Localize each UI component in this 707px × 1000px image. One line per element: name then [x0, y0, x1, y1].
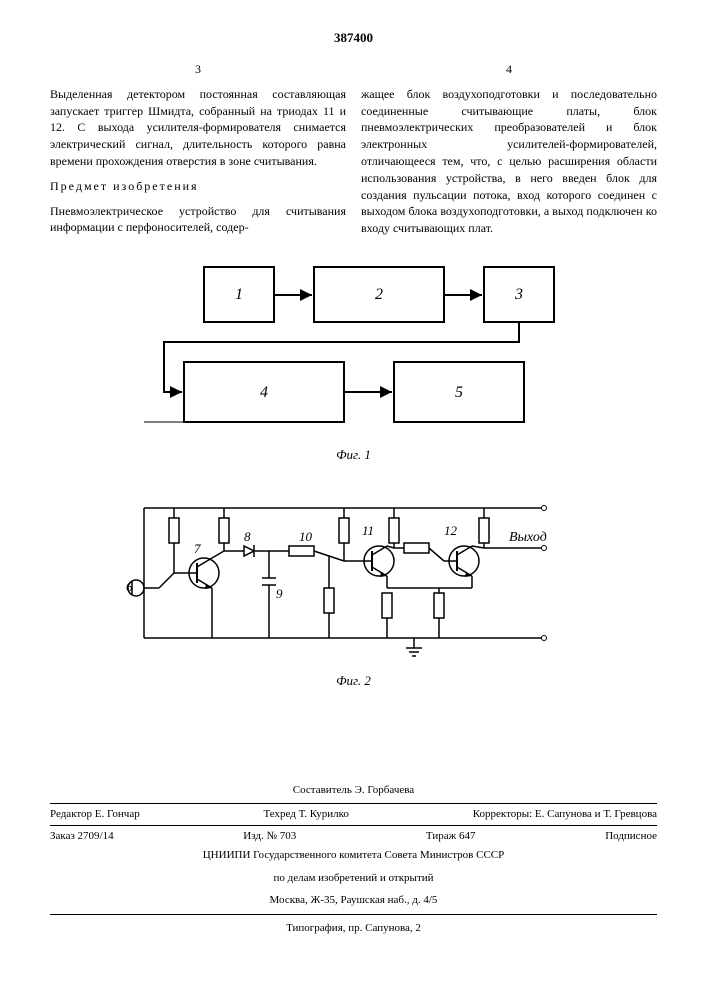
col-num-left: 3	[50, 61, 346, 78]
figure-1: 1 2 3 4 5 Фиг. 1	[104, 257, 604, 463]
svg-text:9: 9	[276, 586, 283, 601]
col-num-right: 4	[361, 61, 657, 78]
svg-text:11: 11	[362, 523, 374, 538]
techred: Техред Т. Курилко	[264, 806, 349, 823]
svg-text:5: 5	[455, 384, 463, 401]
circuit-svg: 6 7 8 9 10	[104, 493, 604, 663]
left-column: 3 Выделенная детектором постоянная соста…	[50, 61, 346, 237]
svg-text:4: 4	[260, 384, 268, 401]
svg-text:3: 3	[514, 286, 523, 303]
org1: ЦНИИПИ Государственного комитета Совета …	[50, 844, 657, 867]
svg-text:6: 6	[126, 579, 133, 594]
tirazh: Тираж 647	[426, 828, 476, 845]
org2: по делам изобретений и открытий	[50, 867, 657, 890]
podpisnoe: Подписное	[605, 828, 657, 845]
order: Заказ 2709/14	[50, 828, 114, 845]
svg-text:8: 8	[244, 529, 251, 544]
block-diagram-svg: 1 2 3 4 5	[104, 257, 604, 437]
svg-text:7: 7	[194, 541, 201, 556]
document-number: 387400	[50, 30, 657, 46]
text-columns: 3 Выделенная детектором постоянная соста…	[50, 61, 657, 237]
address: Москва, Ж-35, Раушская наб., д. 4/5	[50, 889, 657, 912]
svg-text:1: 1	[235, 286, 243, 303]
footer: Составитель Э. Горбачева Редактор Е. Гон…	[50, 779, 657, 940]
svg-text:12: 12	[444, 523, 458, 538]
correctors: Корректоры: Е. Сапунова и Т. Гревцова	[473, 806, 657, 823]
compiler: Составитель Э. Горбачева	[50, 779, 657, 802]
invention-heading: Предмет изобретения	[50, 178, 346, 195]
paragraph-left-1: Выделенная детектором постоянная составл…	[50, 86, 346, 170]
izd: Изд. № 703	[243, 828, 296, 845]
fig2-caption: Фиг. 2	[104, 673, 604, 689]
paragraph-right: жащее блок воздухоподготовки и последова…	[361, 86, 657, 237]
fig1-caption: Фиг. 1	[104, 447, 604, 463]
paragraph-left-2: Пневмоэлектрическое устройство для считы…	[50, 203, 346, 237]
svg-text:2: 2	[375, 286, 383, 303]
typography: Типография, пр. Сапунова, 2	[50, 917, 657, 940]
editor: Редактор Е. Гончар	[50, 806, 140, 823]
svg-text:Выход: Выход	[509, 530, 547, 545]
figure-2: 6 7 8 9 10	[104, 493, 604, 689]
svg-text:10: 10	[299, 529, 313, 544]
right-column: 4 жащее блок воздухоподготовки и последо…	[361, 61, 657, 237]
